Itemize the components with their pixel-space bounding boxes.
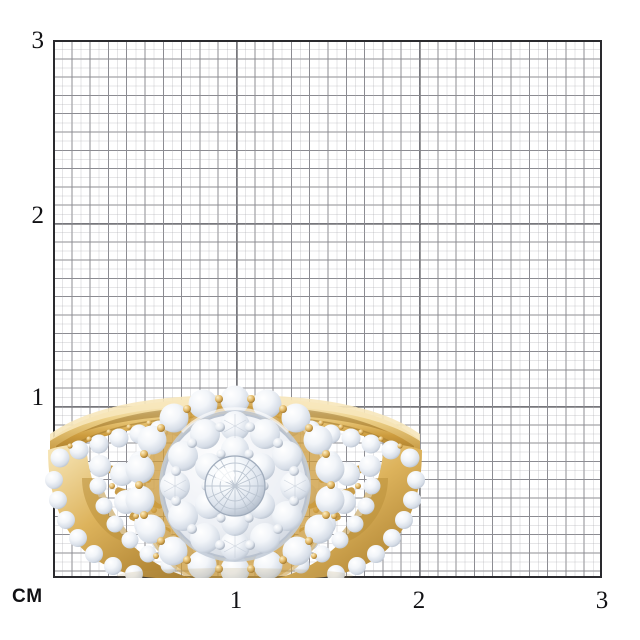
y-axis-tick-1: 1 xyxy=(31,384,45,411)
y-axis-tick-3: 3 xyxy=(31,27,45,54)
x-axis-tick-2: 2 xyxy=(412,587,426,614)
y-axis-tick-2: 2 xyxy=(31,202,45,229)
measurement-grid xyxy=(53,40,602,578)
x-axis-tick-1: 1 xyxy=(229,587,243,614)
x-axis-tick-3: 3 xyxy=(595,587,609,614)
unit-label-cm: CM xyxy=(12,586,43,607)
